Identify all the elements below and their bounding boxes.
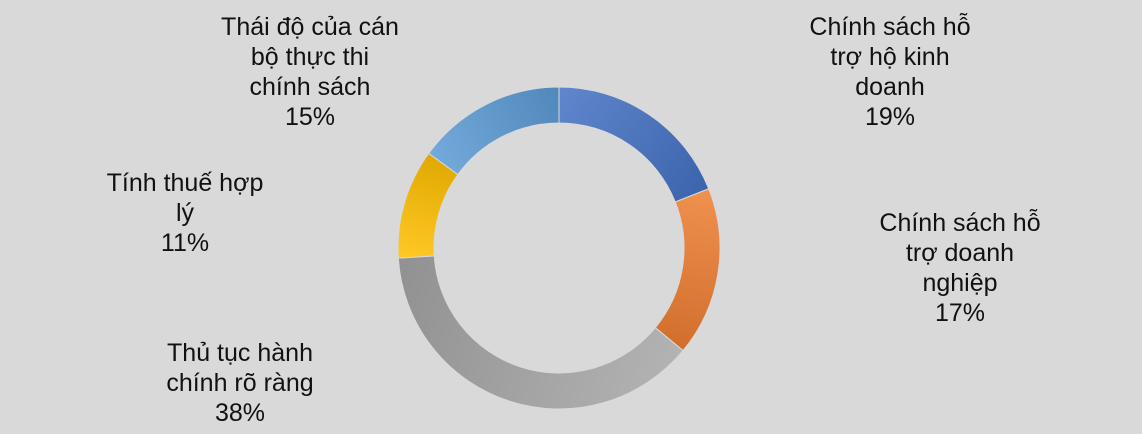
label-thu-tuc-hanh-chinh-ro-rang: Thủ tục hành chính rõ ràng 38% bbox=[166, 339, 314, 427]
donut-slice-0 bbox=[558, 86, 710, 203]
donut-slice-2 bbox=[397, 255, 684, 410]
donut-slice-4 bbox=[428, 86, 560, 176]
label-tinh-thue-hop-ly: Tính thuế hợp lý 11% bbox=[106, 169, 264, 257]
label-chinh-sach-ho-tro-ho-kinh-doanh: Chính sách hỗ trợ hộ kinh doanh 19% bbox=[809, 13, 971, 131]
label-chinh-sach-ho-tro-doanh-nghiep: Chính sách hỗ trợ doanh nghiệp 17% bbox=[879, 209, 1041, 327]
label-thai-do-can-bo: Thái độ của cán bộ thực thi chính sách 1… bbox=[221, 13, 399, 131]
donut-slice-1 bbox=[654, 188, 721, 352]
donut-slice-3 bbox=[397, 152, 459, 259]
